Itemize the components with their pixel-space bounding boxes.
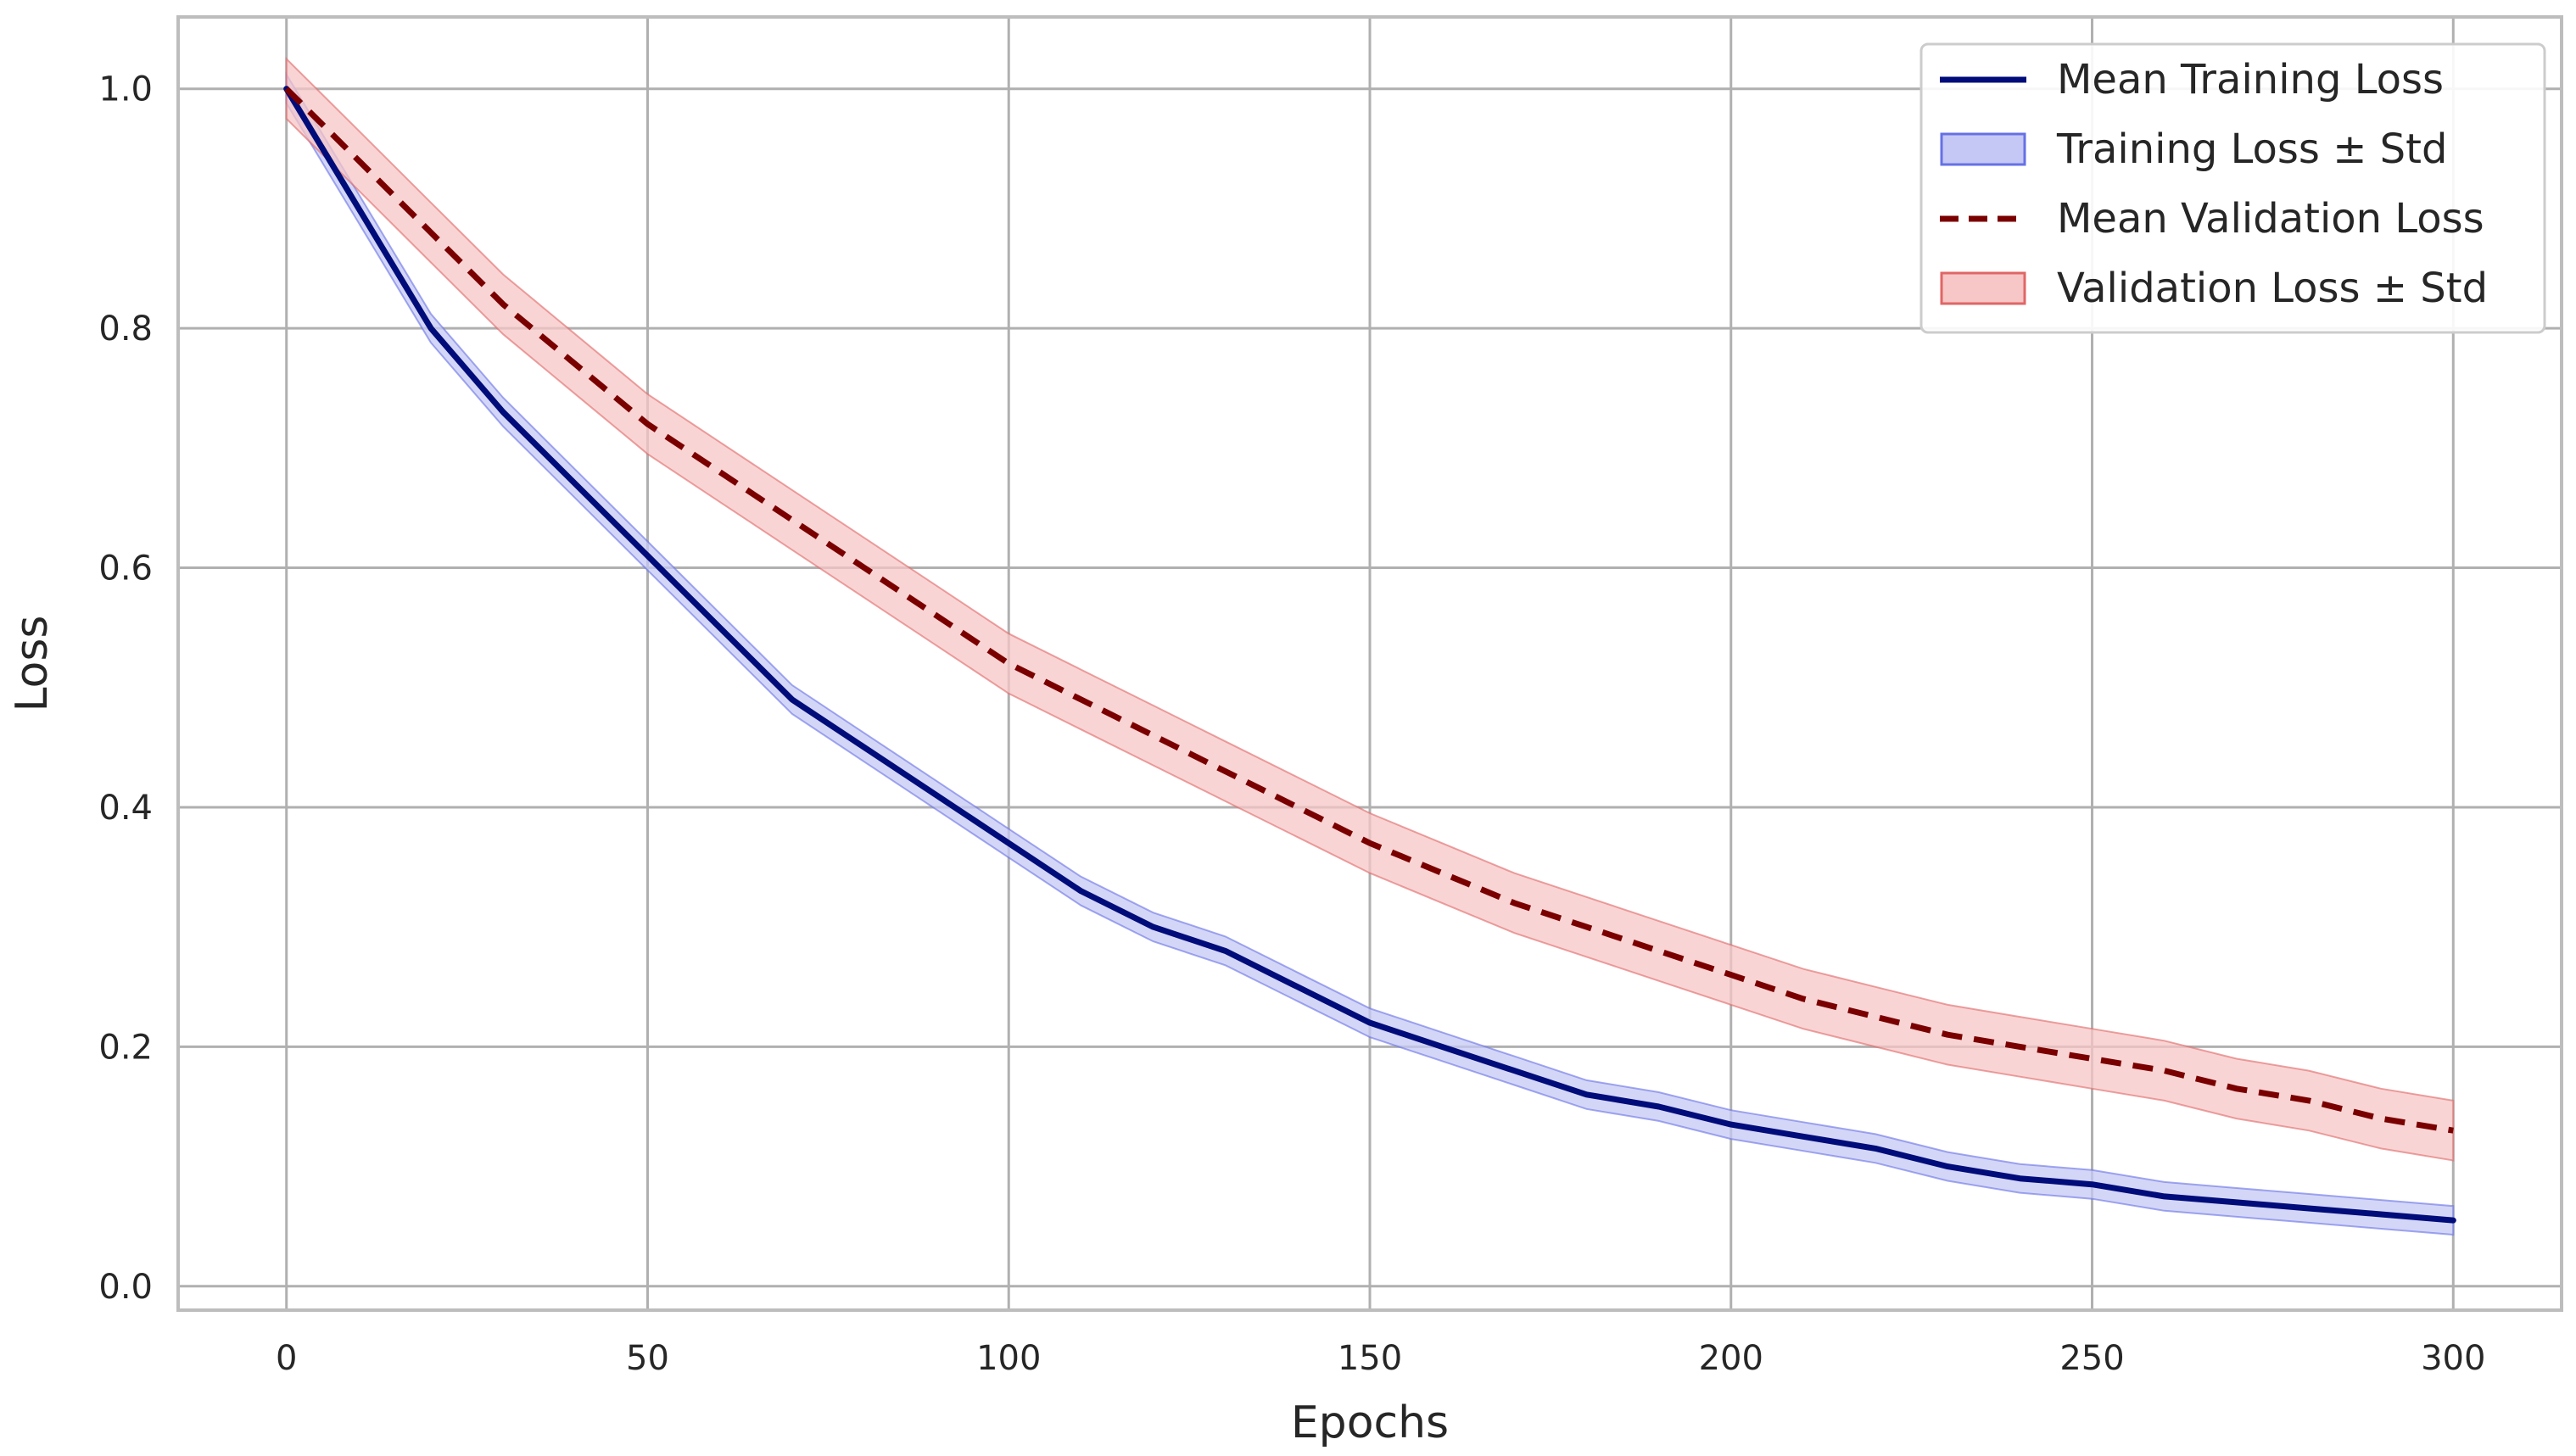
legend-box [1919, 42, 2546, 334]
mean-validation-loss-line [284, 86, 2454, 1134]
std-bands [285, 56, 2455, 1236]
y-tick-label: 0.0 [98, 1268, 153, 1307]
legend-label-training-std: Training Loss ± Std [2056, 126, 2447, 173]
legend-label-validation-std: Validation Loss ± Std [2057, 265, 2488, 312]
legend-entry-validation-std: Validation Loss ± Std [1940, 265, 2488, 312]
mean-training-loss-line [283, 86, 2456, 1224]
x-tick-label: 150 [1338, 1339, 1402, 1378]
x-tick-label: 50 [626, 1339, 669, 1378]
legend-label-mean-training: Mean Training Loss [2057, 56, 2444, 103]
x-tick-label: 250 [2059, 1339, 2124, 1378]
y-tick-label: 0.4 [98, 789, 153, 828]
x-tick-label: 200 [1699, 1339, 1763, 1378]
y-tick-label: 1.0 [98, 70, 153, 109]
legend: Mean Training Loss Training Loss ± Std M… [1919, 42, 2546, 334]
legend-label-mean-validation: Mean Validation Loss [2057, 195, 2484, 243]
x-tick-label: 100 [976, 1339, 1041, 1378]
training-std-band [285, 71, 2455, 1236]
y-tick-label: 0.2 [98, 1028, 153, 1067]
legend-swatch-training-std [1940, 132, 2026, 166]
y-axis-title: Loss [7, 615, 58, 711]
validation-std-band [285, 56, 2455, 1162]
y-tick-label: 0.6 [98, 549, 153, 589]
x-tick-label: 0 [276, 1339, 297, 1378]
x-axis-title: Epochs [1291, 1397, 1449, 1448]
legend-entry-mean-training: Mean Training Loss [1940, 56, 2444, 103]
x-tick-label: 300 [2421, 1339, 2485, 1378]
legend-entry-training-std: Training Loss ± Std [1940, 126, 2447, 173]
tick-labels: 0 50 100 150 200 250 300 0.0 0.2 0.4 0.6 0.8 1.0 [98, 70, 2485, 1378]
legend-swatch-validation-std [1940, 271, 2026, 305]
legend-entry-mean-validation: Mean Validation Loss [1940, 195, 2484, 243]
plot-frame [176, 15, 2563, 1312]
series-lines [283, 86, 2456, 1224]
y-tick-label: 0.8 [98, 310, 153, 349]
